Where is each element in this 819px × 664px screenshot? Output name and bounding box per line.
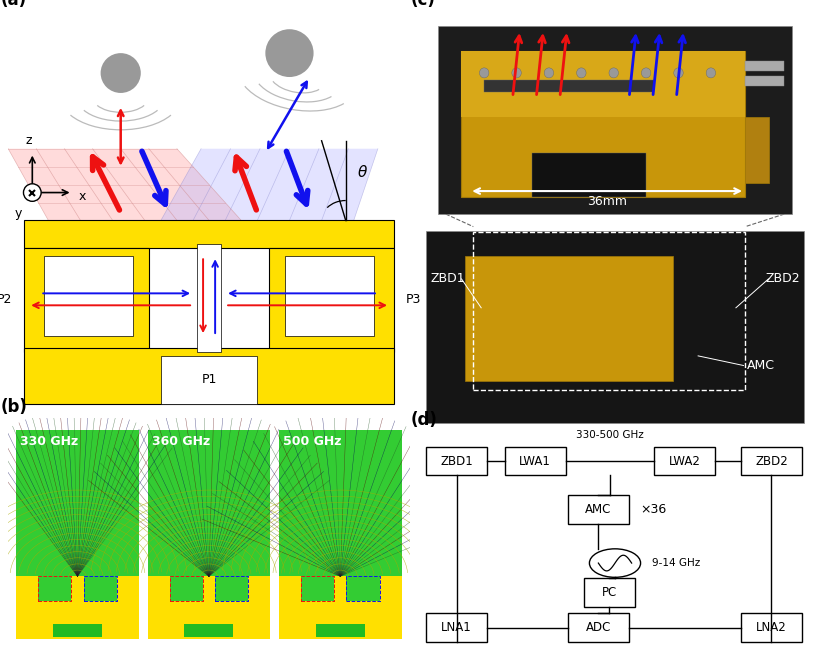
Bar — [532, 153, 645, 197]
Bar — [44, 256, 133, 336]
Bar — [269, 248, 393, 352]
Bar — [744, 60, 783, 71]
Text: (b): (b) — [0, 398, 27, 416]
Bar — [426, 614, 486, 642]
Bar — [147, 576, 170, 639]
Text: (a): (a) — [0, 0, 26, 9]
Bar — [285, 256, 373, 336]
Text: LNA1: LNA1 — [441, 622, 472, 634]
Text: 36mm: 36mm — [586, 195, 627, 208]
Bar — [25, 220, 393, 248]
Circle shape — [511, 68, 521, 78]
Text: 500 GHz: 500 GHz — [283, 434, 342, 448]
Text: (c): (c) — [410, 0, 435, 9]
Text: ZBD2: ZBD2 — [764, 272, 799, 286]
Text: 330-500 GHz: 330-500 GHz — [576, 430, 643, 440]
Text: P3: P3 — [405, 293, 421, 306]
Bar — [71, 576, 84, 639]
Circle shape — [576, 68, 586, 78]
Circle shape — [479, 68, 488, 78]
Bar — [25, 248, 149, 352]
Bar — [567, 495, 628, 524]
Bar — [278, 430, 401, 639]
Text: PC: PC — [601, 586, 616, 599]
Text: 330 GHz: 330 GHz — [20, 434, 79, 448]
Polygon shape — [8, 149, 241, 220]
Circle shape — [589, 549, 640, 577]
Text: y: y — [15, 207, 22, 220]
Bar — [740, 614, 801, 642]
Bar — [184, 624, 233, 637]
Bar — [315, 624, 364, 637]
Bar — [278, 576, 301, 639]
Text: θ: θ — [357, 165, 367, 180]
Bar — [583, 578, 634, 607]
Circle shape — [265, 29, 313, 77]
Text: z: z — [25, 133, 31, 147]
Text: LWA2: LWA2 — [668, 455, 700, 467]
Bar — [740, 447, 801, 475]
Bar — [437, 26, 791, 214]
Text: ZBD1: ZBD1 — [440, 455, 473, 467]
Bar — [744, 76, 783, 86]
Text: ×36: ×36 — [640, 503, 666, 516]
Text: LWA1: LWA1 — [518, 455, 550, 467]
Polygon shape — [161, 149, 378, 220]
Bar — [426, 447, 486, 475]
Bar — [426, 231, 803, 423]
Bar — [744, 117, 767, 183]
Text: LNA2: LNA2 — [755, 622, 786, 634]
Bar — [161, 356, 257, 404]
Bar — [16, 576, 38, 639]
Text: AMC: AMC — [585, 503, 611, 516]
Circle shape — [609, 68, 618, 78]
Bar — [16, 602, 138, 639]
Bar — [461, 51, 744, 197]
Bar — [379, 576, 401, 639]
Bar — [53, 624, 102, 637]
Bar — [465, 256, 672, 381]
Bar — [25, 348, 393, 404]
Text: ZBD1: ZBD1 — [429, 272, 464, 286]
Bar — [248, 576, 269, 639]
Bar — [461, 51, 744, 117]
Bar — [483, 80, 654, 92]
Circle shape — [24, 184, 41, 201]
Bar — [197, 244, 221, 352]
Text: ZBD2: ZBD2 — [754, 455, 787, 467]
Text: P2: P2 — [0, 293, 12, 306]
Bar — [202, 576, 215, 639]
Bar — [505, 447, 565, 475]
Bar — [147, 602, 269, 639]
Circle shape — [705, 68, 715, 78]
Bar — [116, 576, 138, 639]
Text: x: x — [79, 190, 86, 203]
Text: P1: P1 — [201, 373, 216, 386]
Bar — [473, 232, 744, 390]
Bar — [567, 614, 628, 642]
Circle shape — [673, 68, 682, 78]
Bar — [278, 602, 401, 639]
Bar — [334, 576, 346, 639]
Bar — [16, 430, 138, 639]
Bar — [654, 447, 714, 475]
Text: (d): (d) — [410, 412, 437, 430]
Text: AMC: AMC — [746, 359, 774, 372]
Text: ADC: ADC — [585, 622, 610, 634]
Text: 9-14 GHz: 9-14 GHz — [652, 558, 699, 568]
Text: 360 GHz: 360 GHz — [152, 434, 210, 448]
Circle shape — [640, 68, 650, 78]
Circle shape — [101, 53, 141, 93]
Bar — [147, 430, 269, 639]
Circle shape — [544, 68, 553, 78]
